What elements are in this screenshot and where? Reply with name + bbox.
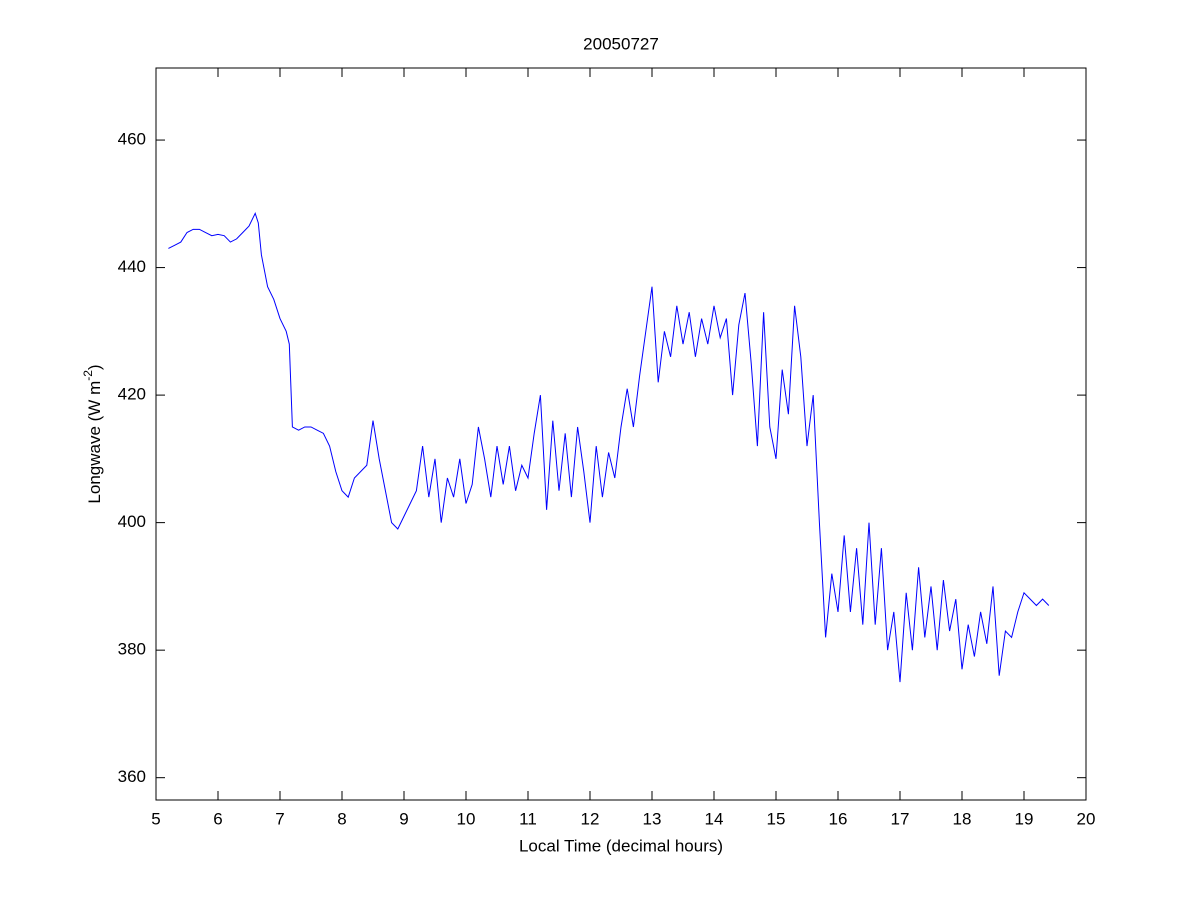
x-tick-label: 15 [767,809,786,828]
x-tick-label: 11 [519,809,537,828]
x-tick-label: 12 [581,809,600,828]
x-tick-label: 14 [705,809,724,828]
x-tick-label: 20 [1077,809,1096,828]
y-tick-label: 360 [118,767,146,786]
y-tick-label: 400 [118,512,146,531]
y-tick-label: 420 [118,385,146,404]
y-tick-label: 380 [118,640,146,659]
x-tick-label: 5 [151,809,160,828]
y-tick-label: 440 [118,257,146,276]
x-tick-label: 16 [829,809,848,828]
x-tick-label: 8 [337,809,346,828]
y-tick-label: 460 [118,130,146,149]
x-tick-label: 7 [275,809,284,828]
y-label-sup: -2 [81,370,95,381]
x-tick-label: 18 [953,809,972,828]
plot-frame [155,67,1087,801]
x-tick-label: 19 [1015,809,1034,828]
chart-title: 20050727 [583,34,659,53]
x-tick-label: 10 [457,809,476,828]
y-label-close: ) [85,364,104,370]
y-label-text: Longwave (W m [85,381,104,504]
x-axis-label: Local Time (decimal hours) [519,836,723,855]
x-tick-label: 13 [643,809,662,828]
x-tick-label: 6 [213,809,222,828]
data-line [168,212,1050,683]
x-tick-label: 17 [891,809,910,828]
y-axis-label: Longwave (W m-2) [81,364,104,503]
x-tick-label: 9 [399,809,408,828]
